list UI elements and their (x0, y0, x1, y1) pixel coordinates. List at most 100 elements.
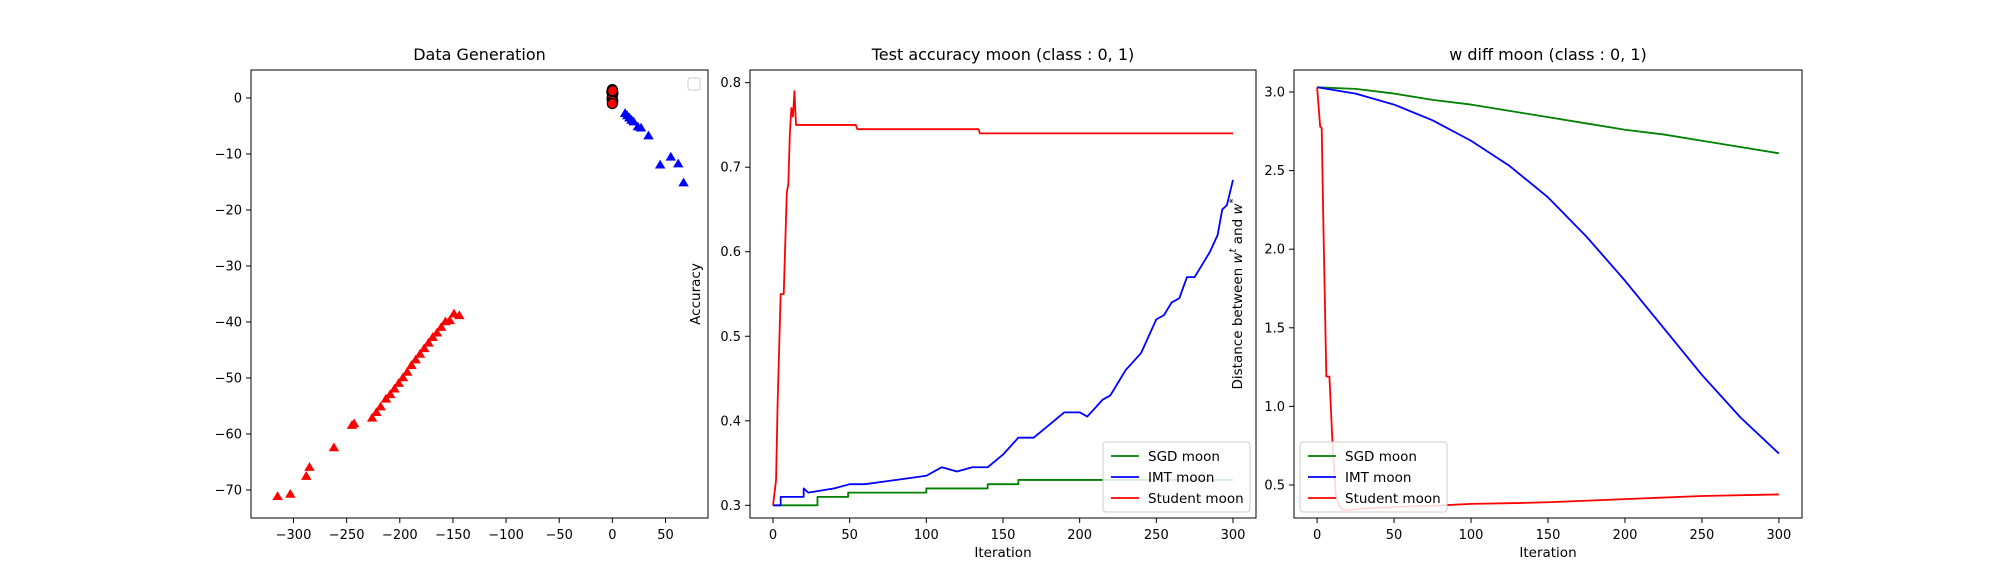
scatter-point (427, 332, 438, 341)
scatter-point (419, 343, 430, 353)
series-line-imt-moon (773, 179, 1234, 507)
y-tick-label: −20 (215, 204, 242, 219)
x-tick-label: −250 (329, 528, 365, 543)
scatter-point (628, 116, 639, 126)
x-tick-label: 100 (914, 528, 939, 543)
scatter-point (393, 378, 404, 387)
x-tick-label: 0 (1313, 528, 1321, 543)
scatter-point (304, 462, 315, 471)
y-tick-label: 0.5 (720, 330, 741, 345)
scatter-point (678, 177, 689, 187)
y-tick-label: −10 (215, 148, 242, 163)
x-tick-label: 300 (1221, 528, 1246, 543)
scatter-point (606, 97, 618, 110)
y-tick-label: 0.7 (720, 161, 741, 176)
scatter-point (643, 130, 654, 140)
x-tick-label: −200 (382, 528, 418, 543)
chart-panel-3: 0 50 100 150 200 250 300 0.5 1.0 1.5 2.0 2.5 3.0 w di… (1228, 45, 1803, 561)
plot-area (772, 90, 1234, 507)
scatter-point (272, 491, 283, 501)
x-tick-label: 250 (1690, 528, 1715, 543)
series-line-imt-moon (1316, 86, 1780, 455)
x-tick-label: 100 (1459, 528, 1484, 543)
x-tick-label: 200 (1613, 528, 1638, 543)
legend-box (687, 77, 701, 91)
scatter-point (410, 354, 421, 364)
x-axis-label: Iteration (1519, 545, 1576, 561)
x-tick-label: −100 (488, 528, 524, 543)
y-tick-label: −60 (215, 428, 242, 443)
legend-label: SGD moon (1345, 449, 1417, 465)
y-tick-label: 0.4 (720, 414, 741, 429)
legend-label: Student moon (1148, 491, 1244, 507)
scatter-point (665, 151, 677, 161)
y-axis-label: Distance between wt and w* (1228, 199, 1246, 390)
scatter-point (673, 158, 684, 168)
scatter-point (444, 315, 455, 325)
chart-title: Test accuracy moon (class : 0, 1) (871, 45, 1135, 64)
scatter-point (375, 401, 386, 411)
scatter-point (654, 159, 666, 169)
legend-label: IMT moon (1345, 470, 1411, 486)
y-tick-label: 1.0 (1264, 400, 1285, 415)
scatter-point (436, 322, 447, 331)
x-tick-label: 0 (769, 528, 777, 543)
legend-label: SGD moon (1148, 449, 1220, 465)
chart-panel-2: 0 50 100 150 200 250 300 0.3 0.4 0.5 0.6 0.7 0.8 Test… (688, 45, 1257, 561)
y-tick-label: 2.5 (1264, 164, 1285, 179)
legend-label: Student moon (1345, 491, 1441, 507)
chart-title: Data Generation (413, 45, 546, 64)
scatter-point (431, 327, 443, 337)
scatter-point (328, 442, 340, 452)
scatter-point (301, 471, 312, 480)
y-tick-label: −50 (215, 372, 242, 387)
y-tick-label: −40 (215, 316, 242, 331)
plot-area (272, 83, 689, 501)
scatter-point (423, 337, 434, 347)
scatter-point (285, 488, 296, 498)
y-tick-label: 0.5 (1264, 478, 1285, 493)
scatter-point (389, 383, 400, 393)
series-line-sgd-moon (773, 479, 1233, 507)
scatter-point (406, 360, 417, 369)
scatter-point (397, 372, 409, 382)
y-tick-label: 3.0 (1264, 86, 1285, 101)
x-tick-label: 50 (657, 528, 674, 543)
y-tick-label: 0.3 (720, 499, 741, 514)
legend-box (1299, 441, 1448, 513)
x-tick-label: −300 (276, 528, 312, 543)
y-tick-label: 0.8 (720, 76, 741, 91)
x-tick-label: 50 (1386, 528, 1403, 543)
chart-title: w diff moon (class : 0, 1) (1449, 45, 1647, 64)
series-line-sgd-moon (1317, 86, 1780, 155)
x-axis-label: Iteration (974, 545, 1031, 561)
scatter-point (385, 389, 396, 399)
scatter-point (366, 412, 378, 422)
scatter-point (402, 366, 413, 376)
y-tick-label: −30 (215, 260, 242, 275)
x-tick-label: 300 (1766, 528, 1791, 543)
scatter-point (371, 407, 382, 417)
scatter-point (454, 310, 465, 320)
scatter-point (606, 85, 619, 97)
x-tick-label: 50 (841, 528, 858, 543)
x-tick-label: 250 (1144, 528, 1169, 543)
x-tick-label: −150 (435, 528, 471, 543)
axes-frame (250, 69, 709, 519)
scatter-point (348, 418, 360, 428)
chart-panel-1: −300 −250 −200 −150 −100 −50 0 50 0 −10 −20 −30 −40 −… (215, 45, 709, 543)
x-tick-label: 150 (991, 528, 1016, 543)
legend-label: IMT moon (1148, 470, 1214, 486)
x-tick-label: 150 (1536, 528, 1561, 543)
x-tick-label: 0 (608, 528, 616, 543)
scatter-point (414, 348, 426, 358)
legend-box (1102, 441, 1251, 513)
x-tick-label: −50 (545, 528, 572, 543)
x-tick-label: 200 (1067, 528, 1092, 543)
y-tick-label: 1.5 (1264, 321, 1285, 336)
scatter-point (380, 393, 392, 403)
y-tick-label: −70 (215, 484, 242, 499)
series-line-student-moon (772, 90, 1233, 506)
y-axis-label: Accuracy (688, 263, 704, 325)
